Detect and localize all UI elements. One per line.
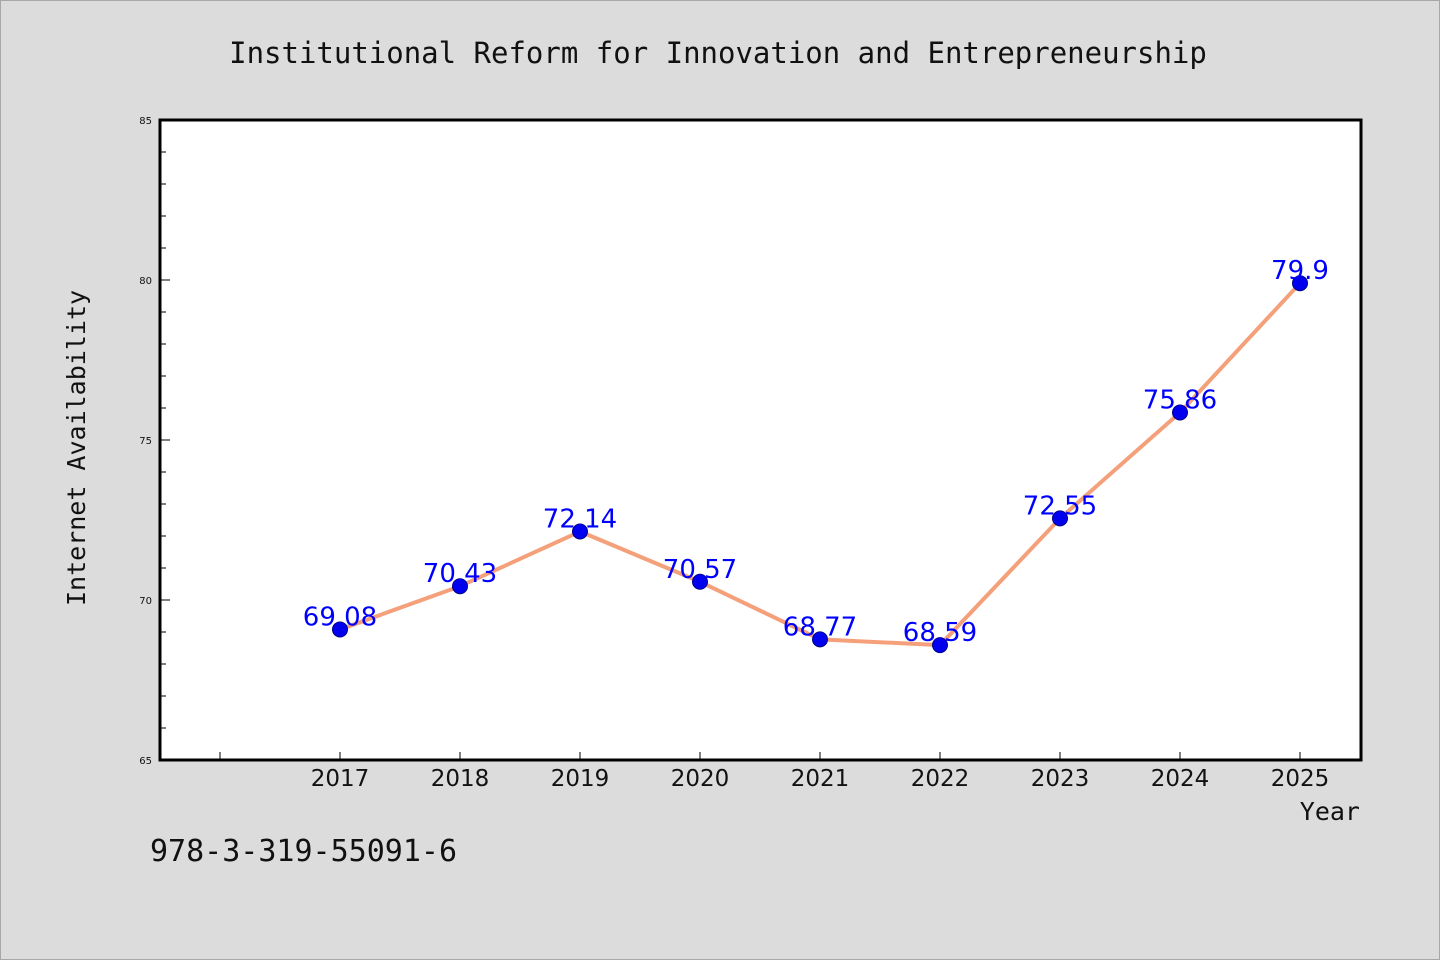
data-point xyxy=(812,631,828,648)
y-tick-label: 65 xyxy=(139,756,152,767)
x-tick-label: 2020 xyxy=(671,766,730,792)
data-point xyxy=(932,637,948,654)
y-tick-label: 85 xyxy=(139,116,152,127)
data-point xyxy=(1292,275,1308,292)
data-label: 72.55 xyxy=(1023,491,1097,521)
data-label: 70.57 xyxy=(663,555,737,585)
x-tick-label: 2023 xyxy=(1031,766,1090,792)
y-tick-label: 70 xyxy=(139,596,152,607)
data-label: 68.77 xyxy=(783,612,857,642)
data-label: 69.08 xyxy=(303,602,377,632)
data-label: 75.86 xyxy=(1143,385,1217,415)
data-label: 68.59 xyxy=(903,618,977,648)
y-axis-label: Internet Availability xyxy=(62,290,91,606)
data-point xyxy=(452,578,468,595)
data-point xyxy=(572,523,588,540)
x-tick-label: 2018 xyxy=(431,766,490,792)
isbn-caption: 978-3-319-55091-6 xyxy=(150,834,458,869)
data-label: 79.9 xyxy=(1271,256,1329,286)
data-label: 70.43 xyxy=(423,559,497,589)
data-point xyxy=(332,621,348,638)
data-label: 72.14 xyxy=(543,505,617,535)
x-axis-label: Year xyxy=(1300,797,1360,826)
chart-title: Institutional Reform for Innovation and … xyxy=(229,36,1207,70)
y-tick-label: 75 xyxy=(139,436,152,447)
x-tick-label: 2022 xyxy=(911,766,970,792)
y-tick-label: 80 xyxy=(139,276,152,287)
x-axis: 2017 2018 2019 2020 2021 2022 2023 2024 2025 xyxy=(219,752,1330,792)
data-point xyxy=(692,573,708,590)
x-tick-label: 2021 xyxy=(791,766,850,792)
series-layer: 69.08 70.43 72.14 70.57 68.77 68.59 72.55 75.86… xyxy=(303,256,1329,654)
data-point xyxy=(1052,510,1068,527)
data-point xyxy=(1172,404,1188,421)
x-tick-label: 2019 xyxy=(551,766,610,792)
x-tick-label: 2024 xyxy=(1151,766,1210,792)
plot-area xyxy=(158,118,1363,762)
y-axis: 65 70 75 80 85 xyxy=(139,116,170,767)
x-tick-label: 2017 xyxy=(311,766,370,792)
x-tick-label: 2025 xyxy=(1271,766,1330,792)
